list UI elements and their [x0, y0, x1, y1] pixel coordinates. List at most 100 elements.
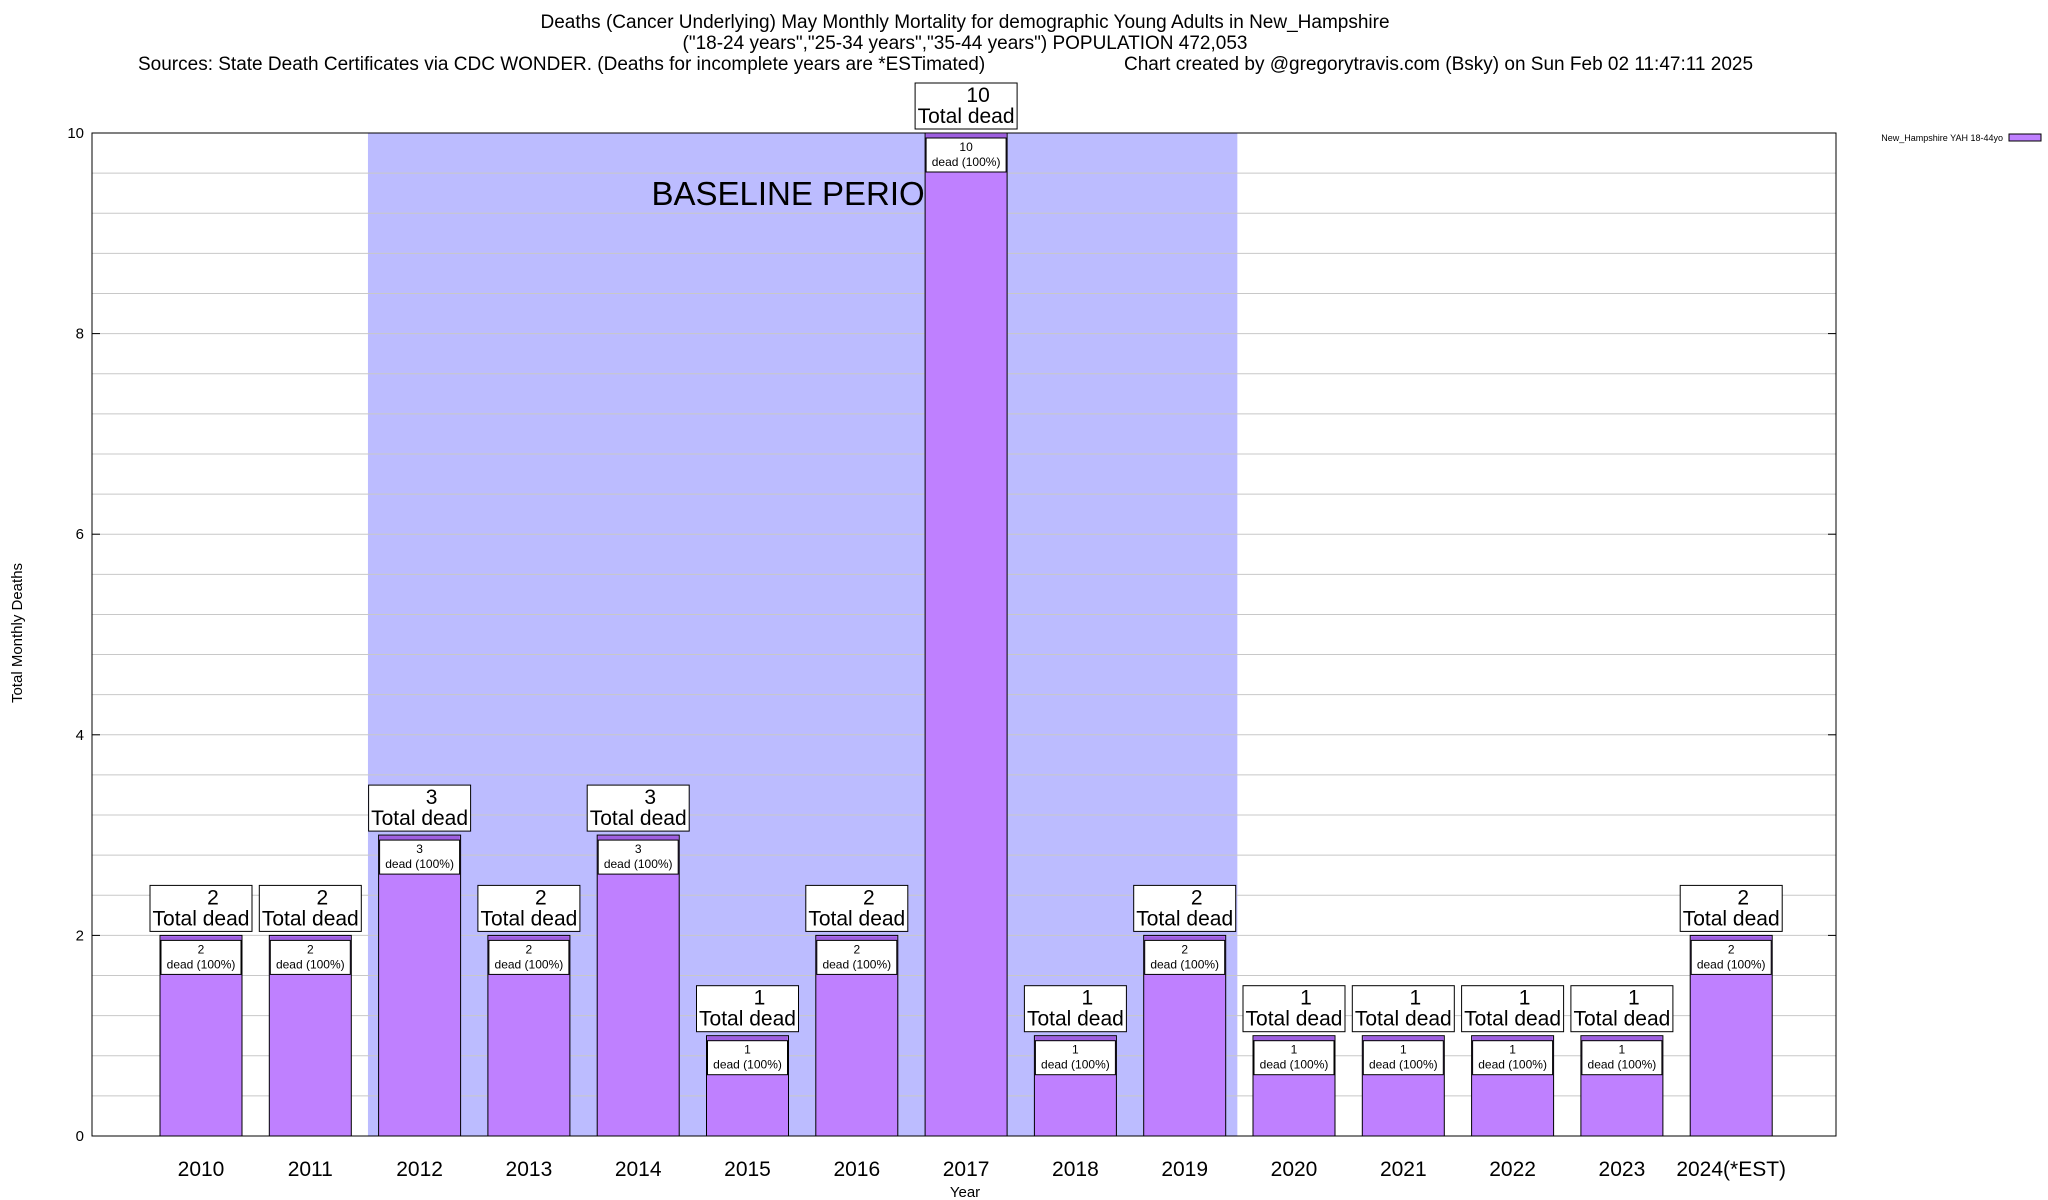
bar-inner-value: 1 [1072, 1043, 1079, 1057]
bar-inner-label-box [1581, 1040, 1663, 1076]
bar-inner-label-box [1144, 939, 1226, 975]
y-tick-label: 8 [76, 326, 84, 343]
bar-top-edge [1254, 1036, 1334, 1041]
bar-inner-label: dead (100%) [713, 1058, 782, 1072]
bar-top-edge [816, 936, 897, 941]
bar-top-edge [379, 836, 460, 841]
bar-inner-label-box [597, 839, 679, 875]
y-tick-label: 2 [76, 927, 84, 944]
chart-title-block: Deaths (Cancer Underlying) May Monthly M… [0, 12, 1930, 54]
x-tick-label: 2010 [178, 1158, 225, 1181]
bar-inner-value: 2 [853, 942, 860, 956]
bar-total-label: Total dead [1136, 907, 1233, 930]
bar-total-value: 2 [863, 886, 875, 909]
x-tick-label: 2016 [833, 1158, 880, 1181]
bar-inner-label-box [1253, 1040, 1335, 1076]
bar-top-edge [1691, 936, 1772, 941]
bar-total-label: Total dead [918, 105, 1015, 128]
bar-total-value: 2 [1737, 886, 1749, 909]
x-tick-label: 2017 [943, 1158, 990, 1181]
bar-top-edge [1035, 1036, 1116, 1041]
bar-inner-label-box [160, 939, 242, 975]
bar-total-value: 2 [1191, 886, 1203, 909]
axes-layer: 2010 2011 2012 2013 2014 2015 2016 2017 2018 2019… [9, 125, 1837, 1200]
x-tick-label: 2014 [615, 1158, 662, 1181]
bar-total-label-box [368, 784, 472, 832]
bar-total-label-box [258, 884, 362, 932]
baseline-period-label: BASELINE PERIOD [651, 175, 948, 212]
x-tick-label: 2024(*EST) [1676, 1158, 1786, 1181]
bar-total-label-box [805, 884, 909, 932]
bar-inner-value: 3 [635, 842, 642, 856]
bar-top-edge [1144, 936, 1225, 941]
bar-inner-value: 2 [1728, 942, 1735, 956]
plot-border [91, 132, 1837, 1137]
bar-inner-label-box [1034, 1040, 1116, 1076]
bar-top-edge [598, 836, 679, 841]
bar-top-edge [926, 134, 1007, 138]
bar-total-value: 10 [966, 84, 989, 107]
bar-inner-value: 2 [307, 942, 314, 956]
bar-total-label-box [1133, 884, 1237, 932]
bar-total-label: Total dead [1355, 1008, 1452, 1031]
x-tick-label: 2019 [1161, 1158, 1208, 1181]
bar-total-label-box [1023, 985, 1127, 1033]
x-tick-label: 2012 [396, 1158, 443, 1181]
chart-title: Deaths (Cancer Underlying) May Monthly M… [540, 12, 1390, 33]
bar-inner-label-box [488, 939, 570, 975]
legend-swatch [2008, 133, 2042, 142]
bar-total-value: 1 [1082, 987, 1094, 1010]
legend-layer: New_Hampshire YAH 18-44yo [1881, 133, 2042, 143]
bar-total-label: Total dead [1683, 907, 1780, 930]
bar-total-label-box [1461, 985, 1565, 1033]
bar-total-value: 1 [754, 987, 766, 1010]
bar-inner-label: dead (100%) [604, 857, 673, 871]
bar-inner-label: dead (100%) [822, 957, 891, 971]
bar-top-edge [270, 936, 351, 941]
bar-top-edge [161, 936, 241, 941]
bar-total-label-box [1679, 884, 1783, 932]
x-tick-label: 2021 [1380, 1158, 1427, 1181]
bar-total-label: Total dead [1027, 1008, 1124, 1031]
bar-total-label-box [696, 985, 799, 1033]
bar-total-label-box [477, 884, 581, 932]
bar-top-edge [1581, 1036, 1662, 1041]
legend-label: New_Hampshire YAH 18-44yo [1881, 133, 2003, 143]
chart-credit: Chart created by @gregorytravis.com (Bsk… [1124, 54, 1754, 75]
bar-total-value: 1 [1519, 987, 1531, 1010]
bar-total-label-box [1242, 985, 1346, 1033]
bar-inner-label: dead (100%) [167, 957, 236, 971]
bar-total-label: Total dead [590, 807, 687, 830]
x-tick-label: 2011 [288, 1158, 333, 1181]
bar-total-label: Total dead [808, 907, 905, 930]
x-tick-label: 2013 [506, 1158, 553, 1181]
x-tick-label: 2023 [1599, 1158, 1646, 1181]
bar-total-label: Total dead [1464, 1008, 1561, 1031]
chart-subtitle: ("18-24 years","25-34 years","35-44 year… [682, 33, 1248, 54]
bar-inner-label-box [269, 939, 351, 975]
bar-inner-value: 1 [1619, 1043, 1626, 1057]
bar-inner-value: 10 [959, 140, 973, 154]
bar-inner-label: dead (100%) [1260, 1058, 1329, 1072]
baseline-period-layer: BASELINE PERIOD [367, 133, 1238, 1136]
bar-total-value: 3 [644, 786, 656, 809]
bar [924, 132, 1008, 1137]
bar-total-value: 1 [1409, 987, 1421, 1010]
bar-inner-label-box [1362, 1040, 1444, 1076]
bar-total-label: Total dead [1573, 1008, 1670, 1031]
y-tick-label: 10 [67, 125, 84, 142]
bar-total-label: Total dead [699, 1008, 796, 1031]
bar-total-label-box [914, 82, 1018, 130]
bar-top-edge [488, 936, 569, 941]
bar-total-label-box [1570, 985, 1674, 1033]
bar-total-label: Total dead [1246, 1008, 1343, 1031]
bar-total-label: Total dead [153, 907, 250, 930]
bar-inner-value: 2 [198, 942, 205, 956]
bar-total-label-box [1351, 985, 1455, 1033]
x-tick-label: 2018 [1052, 1158, 1099, 1181]
bar-inner-label: dead (100%) [1150, 957, 1219, 971]
bar-total-label-box [586, 784, 690, 832]
bar-total-label: Total dead [262, 907, 359, 930]
